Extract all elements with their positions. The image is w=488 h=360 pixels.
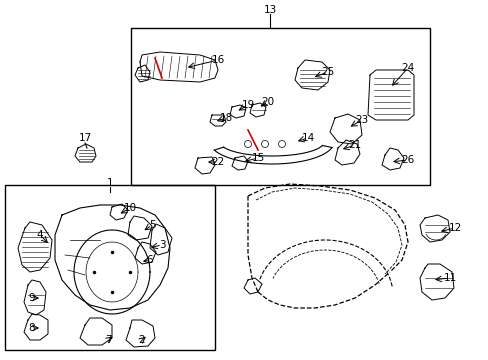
Text: 9: 9 [29,293,35,303]
Text: 17: 17 [78,133,91,143]
Text: 7: 7 [104,335,111,345]
Text: 20: 20 [261,97,274,107]
Text: 21: 21 [347,140,361,150]
Text: 24: 24 [401,63,414,73]
Text: 8: 8 [29,323,35,333]
Text: 5: 5 [148,220,155,230]
Text: 4: 4 [37,230,43,240]
Text: 16: 16 [211,55,224,65]
Bar [5,185,215,350]
Text: 23: 23 [355,115,368,125]
Text: 10: 10 [123,203,136,213]
Text: 18: 18 [219,113,232,123]
Text: 2: 2 [139,335,145,345]
Text: 14: 14 [301,133,314,143]
Text: 11: 11 [443,273,456,283]
Text: 26: 26 [401,155,414,165]
Text: 22: 22 [211,157,224,167]
Text: 13: 13 [263,5,276,15]
Text: 25: 25 [321,67,334,77]
Text: 12: 12 [447,223,461,233]
Text: 3: 3 [159,240,165,250]
Bar [131,28,429,185]
Text: 6: 6 [146,255,153,265]
Text: 1: 1 [106,178,113,188]
Text: 19: 19 [241,100,254,110]
Text: 15: 15 [251,153,264,163]
